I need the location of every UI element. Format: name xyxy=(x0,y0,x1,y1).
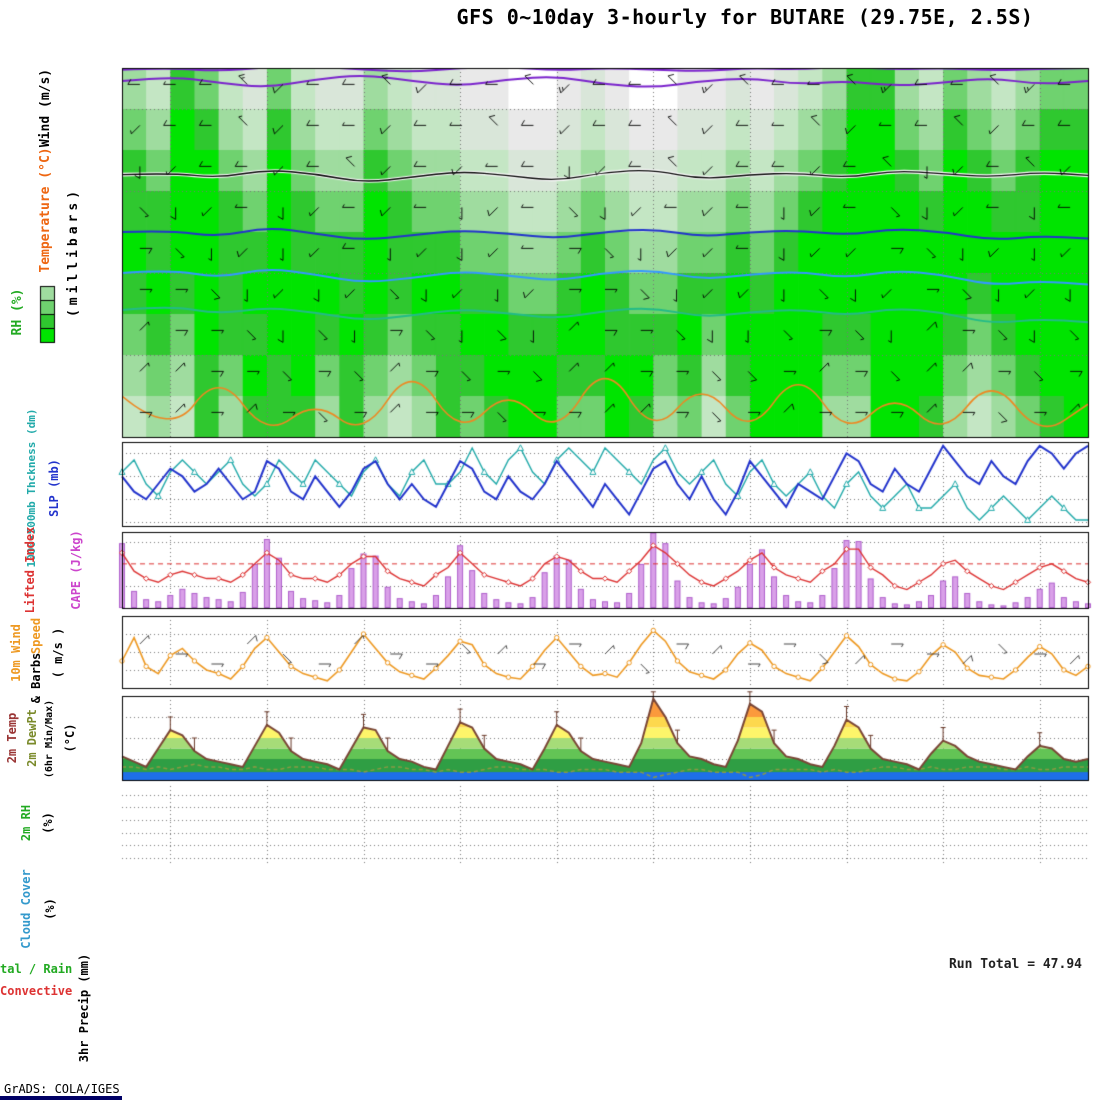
axis-label-degc: (°C) xyxy=(63,723,77,753)
page-title: GFS 0~10day 3-hourly for BUTARE (29.75E,… xyxy=(456,5,1034,29)
grads-stamp: GrADS: COLA/IGES xyxy=(4,1082,120,1096)
axis-label-millibars: (millibars) xyxy=(66,186,81,318)
axis-label-cloud-cover: Cloud Cover xyxy=(19,869,33,949)
legend-convective: Convective xyxy=(0,984,73,998)
axis-label-3hr-precip: 3hr Precip (mm) xyxy=(77,953,91,1063)
legend-total-rain: tal / Rain xyxy=(0,962,73,976)
grads-stamp-bar xyxy=(0,1096,122,1100)
axis-label-temperature: Temperature (°C) xyxy=(38,147,53,273)
run-total-text: Run Total = 47.94 xyxy=(948,957,1082,972)
axis-label-cloud-pct: (%) xyxy=(43,898,57,920)
axis-label-rh: RH (%) xyxy=(10,288,25,336)
